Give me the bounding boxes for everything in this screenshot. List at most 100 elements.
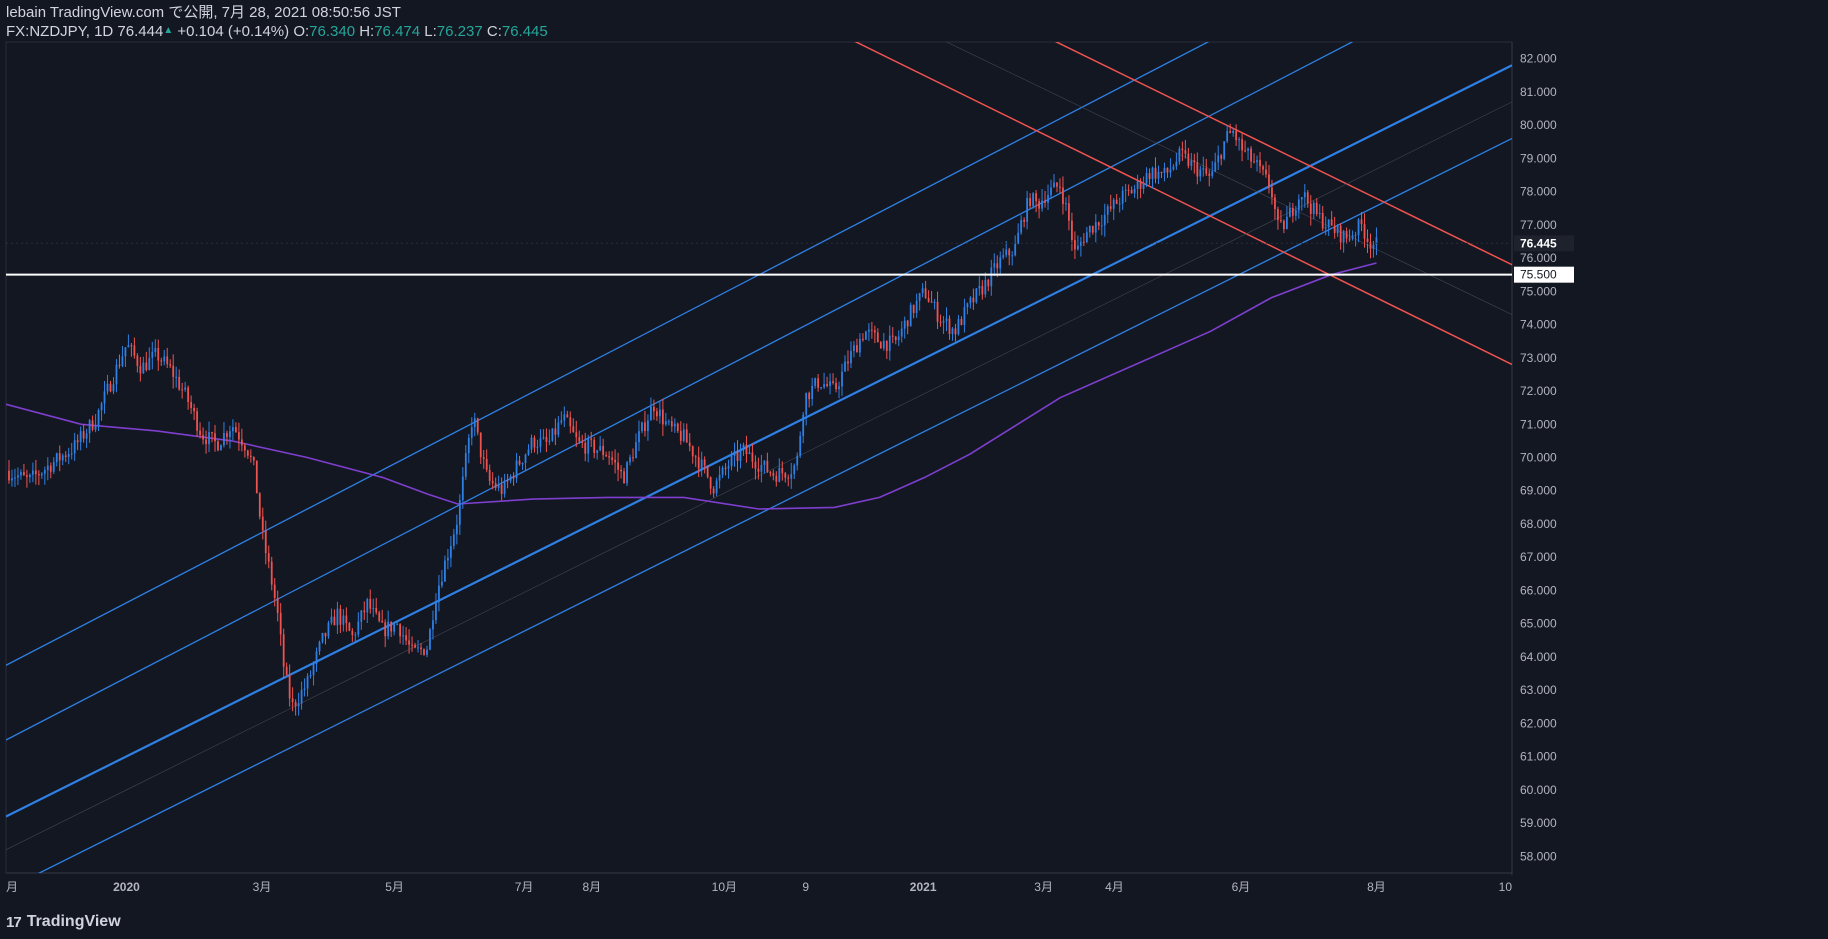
candle-body xyxy=(348,623,351,631)
candle-body xyxy=(1076,245,1079,250)
candle-body xyxy=(1229,131,1232,134)
candle-body xyxy=(590,438,593,440)
candle-body xyxy=(387,621,390,637)
candle-body xyxy=(605,455,608,457)
candle-body xyxy=(14,477,16,479)
candle-body xyxy=(351,630,354,636)
candle-body xyxy=(844,361,846,372)
candle-body xyxy=(366,599,369,613)
candle-body xyxy=(235,427,237,433)
candle-body xyxy=(1145,173,1148,184)
candle-body xyxy=(820,387,823,389)
candle-body xyxy=(638,431,640,443)
candle-body xyxy=(575,432,578,438)
candle-body xyxy=(408,640,410,645)
candle-body xyxy=(369,599,372,609)
candle-body xyxy=(673,423,676,427)
candle-body xyxy=(829,381,831,386)
candle-body xyxy=(1202,168,1205,170)
candle-body xyxy=(599,445,602,451)
y-tick-label: 75.000 xyxy=(1520,284,1557,298)
candle-body xyxy=(267,553,270,562)
candle-body xyxy=(91,420,94,430)
candle-body xyxy=(709,477,712,489)
candle-body xyxy=(503,480,506,494)
candle-body xyxy=(924,288,927,298)
candle-body xyxy=(1062,187,1064,204)
candle-body xyxy=(667,421,670,423)
candle-body xyxy=(175,376,178,378)
y-tick-label: 63.000 xyxy=(1520,683,1557,697)
candle-body xyxy=(1014,244,1017,256)
candle-body xyxy=(1178,148,1181,162)
candle-body xyxy=(1181,148,1184,151)
candle-body xyxy=(494,483,497,488)
y-tick-label: 82.000 xyxy=(1520,52,1557,66)
candle-body xyxy=(512,476,515,479)
candle-body xyxy=(915,300,918,314)
candle-body xyxy=(312,663,315,676)
candle-body xyxy=(593,439,596,453)
candle-body xyxy=(581,441,584,443)
candle-body xyxy=(661,409,664,425)
candle-body xyxy=(28,474,31,477)
candle-body xyxy=(20,472,22,476)
y-tick-label: 80.000 xyxy=(1520,118,1557,132)
candle-body xyxy=(246,450,249,456)
candle-body xyxy=(214,433,216,442)
candle-body xyxy=(724,467,727,469)
candle-body xyxy=(79,431,82,443)
candle-body xyxy=(1366,238,1369,242)
candle-body xyxy=(951,328,954,334)
candle-body xyxy=(578,437,581,442)
candle-body xyxy=(1139,180,1142,189)
candle-body xyxy=(1277,209,1279,221)
candle-body xyxy=(1065,203,1067,205)
candle-body xyxy=(1247,148,1249,151)
candle-body xyxy=(554,428,557,435)
candle-body xyxy=(509,476,512,481)
candle-body xyxy=(832,381,834,383)
candle-body xyxy=(933,302,936,303)
candle-body xyxy=(865,331,867,340)
candle-body xyxy=(1157,171,1160,179)
y-tick-label: 71.000 xyxy=(1520,417,1557,431)
candle-body xyxy=(264,530,267,554)
candle-body xyxy=(258,493,261,517)
candle-body xyxy=(1348,238,1351,240)
candle-body xyxy=(485,458,488,470)
y-tick-label: 62.000 xyxy=(1520,716,1557,730)
candle-body xyxy=(384,622,387,637)
candle-body xyxy=(354,634,357,636)
candle-body xyxy=(763,460,766,465)
candle-body xyxy=(217,441,219,451)
candle-body xyxy=(243,445,246,451)
candle-body xyxy=(1303,192,1306,198)
candle-body xyxy=(1294,210,1297,216)
candle-body xyxy=(1169,169,1172,173)
candle-body xyxy=(1318,212,1321,215)
candle-body xyxy=(942,320,945,323)
candle-body xyxy=(718,474,721,481)
current-price-label: 76.445 xyxy=(1520,236,1557,250)
downtrend-trend-line xyxy=(1054,42,1512,266)
candle-body xyxy=(85,433,88,439)
y-tick-label: 61.000 xyxy=(1520,750,1557,764)
candle-body xyxy=(996,263,999,269)
candle-body xyxy=(1193,160,1196,163)
candle-body xyxy=(909,304,912,327)
candle-body xyxy=(441,581,443,586)
candle-body xyxy=(333,616,336,626)
candle-body xyxy=(324,632,327,637)
candle-body xyxy=(1079,241,1082,246)
candle-body xyxy=(282,634,285,667)
candle-body xyxy=(1011,255,1014,257)
candle-body xyxy=(306,676,309,689)
candle-body xyxy=(1038,201,1040,209)
candle-body xyxy=(1336,225,1339,234)
candle-body xyxy=(1053,182,1055,188)
candle-body xyxy=(981,286,984,295)
candle-body xyxy=(1220,155,1223,159)
candle-body xyxy=(826,384,828,386)
